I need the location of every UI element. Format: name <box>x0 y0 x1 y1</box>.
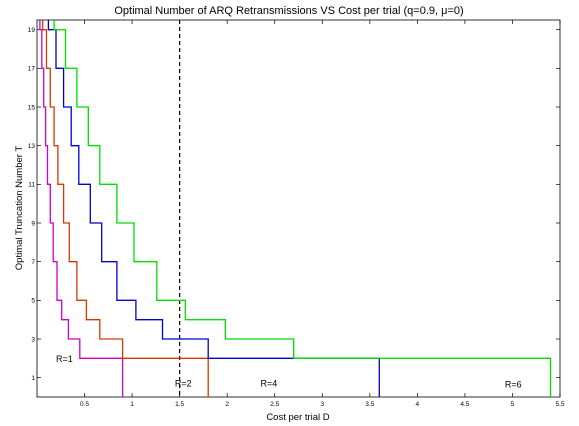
x-tick-label: 0.5 <box>80 401 89 408</box>
x-tick-label: 5.5 <box>555 401 564 408</box>
annotation-label: R=1 <box>56 354 73 364</box>
plot-area <box>36 19 561 398</box>
y-tick-label: 17 <box>28 66 36 73</box>
y-tick-label: 19 <box>28 27 36 34</box>
x-axis-label: Cost per trial D <box>266 412 329 423</box>
series-line-1 <box>42 20 209 397</box>
annotation-label: R=6 <box>505 379 522 389</box>
y-tick-label: 15 <box>28 104 36 111</box>
y-tick-label: 5 <box>31 298 35 305</box>
y-tick-label: 1 <box>31 375 35 382</box>
series-line-3 <box>53 20 552 397</box>
annotation-label: R=4 <box>260 378 277 388</box>
y-tick-label: 9 <box>31 220 35 227</box>
x-tick-label: 2.5 <box>270 401 279 408</box>
x-tick-label: 1.5 <box>175 401 184 408</box>
y-tick-label: 13 <box>28 143 36 150</box>
series-line-0 <box>39 20 124 397</box>
series-line-2 <box>47 20 380 397</box>
x-tick-label: 4 <box>416 401 420 408</box>
y-tick-label: 11 <box>28 182 35 189</box>
y-tick-label: 7 <box>31 259 35 266</box>
annotation-label: R=2 <box>175 378 192 388</box>
x-tick-label: 5 <box>511 401 515 408</box>
chart-title: Optimal Number of ARQ Retransmissions VS… <box>114 5 463 17</box>
y-tick-label: 3 <box>31 336 35 343</box>
x-tick-label: 2 <box>225 401 229 408</box>
x-tick-label: 4.5 <box>460 401 469 408</box>
y-axis-label: Optimal Truncation Number T <box>14 146 25 271</box>
x-tick-label: 3.5 <box>365 401 374 408</box>
x-tick-label: 1 <box>130 401 134 408</box>
x-tick-label: 3 <box>320 401 324 408</box>
